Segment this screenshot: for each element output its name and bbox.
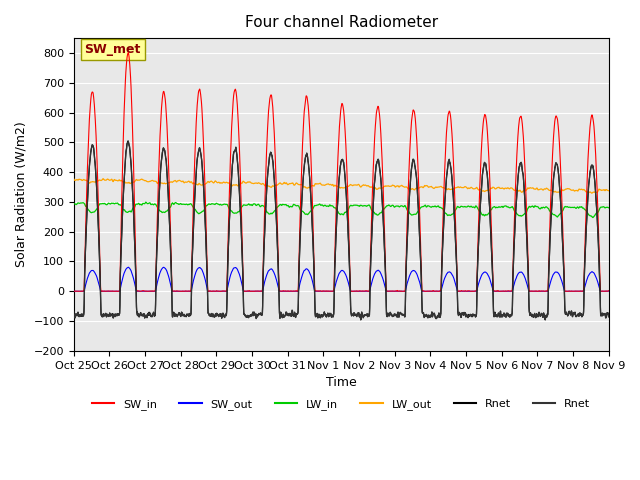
- Y-axis label: Solar Radiation (W/m2): Solar Radiation (W/m2): [15, 121, 28, 267]
- X-axis label: Time: Time: [326, 376, 356, 389]
- Title: Four channel Radiometer: Four channel Radiometer: [244, 15, 438, 30]
- Legend: SW_in, SW_out, LW_in, LW_out, Rnet, Rnet: SW_in, SW_out, LW_in, LW_out, Rnet, Rnet: [88, 394, 595, 414]
- Text: SW_met: SW_met: [84, 43, 141, 56]
